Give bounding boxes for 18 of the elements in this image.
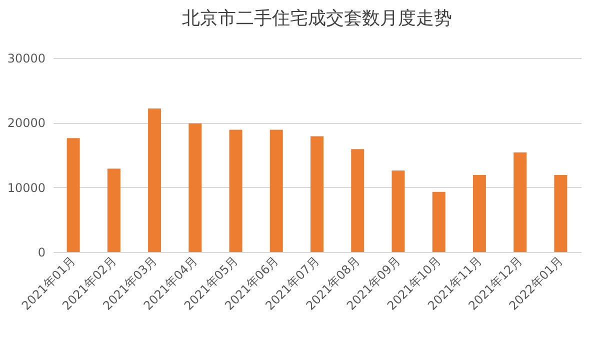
- bar: [107, 168, 120, 252]
- bar: [148, 108, 162, 252]
- bar: [472, 175, 486, 252]
- bar: [514, 152, 527, 252]
- y-tick-label: 30000: [7, 52, 46, 66]
- bar: [432, 192, 446, 252]
- y-tick-label: 10000: [7, 180, 46, 195]
- bar: [66, 138, 80, 252]
- bar: [554, 175, 568, 252]
- bar: [270, 130, 283, 252]
- y-tick-label: 0: [38, 246, 46, 260]
- bar: [351, 149, 364, 252]
- bar: [310, 136, 324, 252]
- bar: [188, 123, 202, 252]
- chart-title: 北京市二手住宅成交套数月度走势: [182, 8, 452, 29]
- bar: [392, 170, 405, 252]
- y-tick-label: 20000: [7, 116, 46, 130]
- bar: [229, 130, 242, 252]
